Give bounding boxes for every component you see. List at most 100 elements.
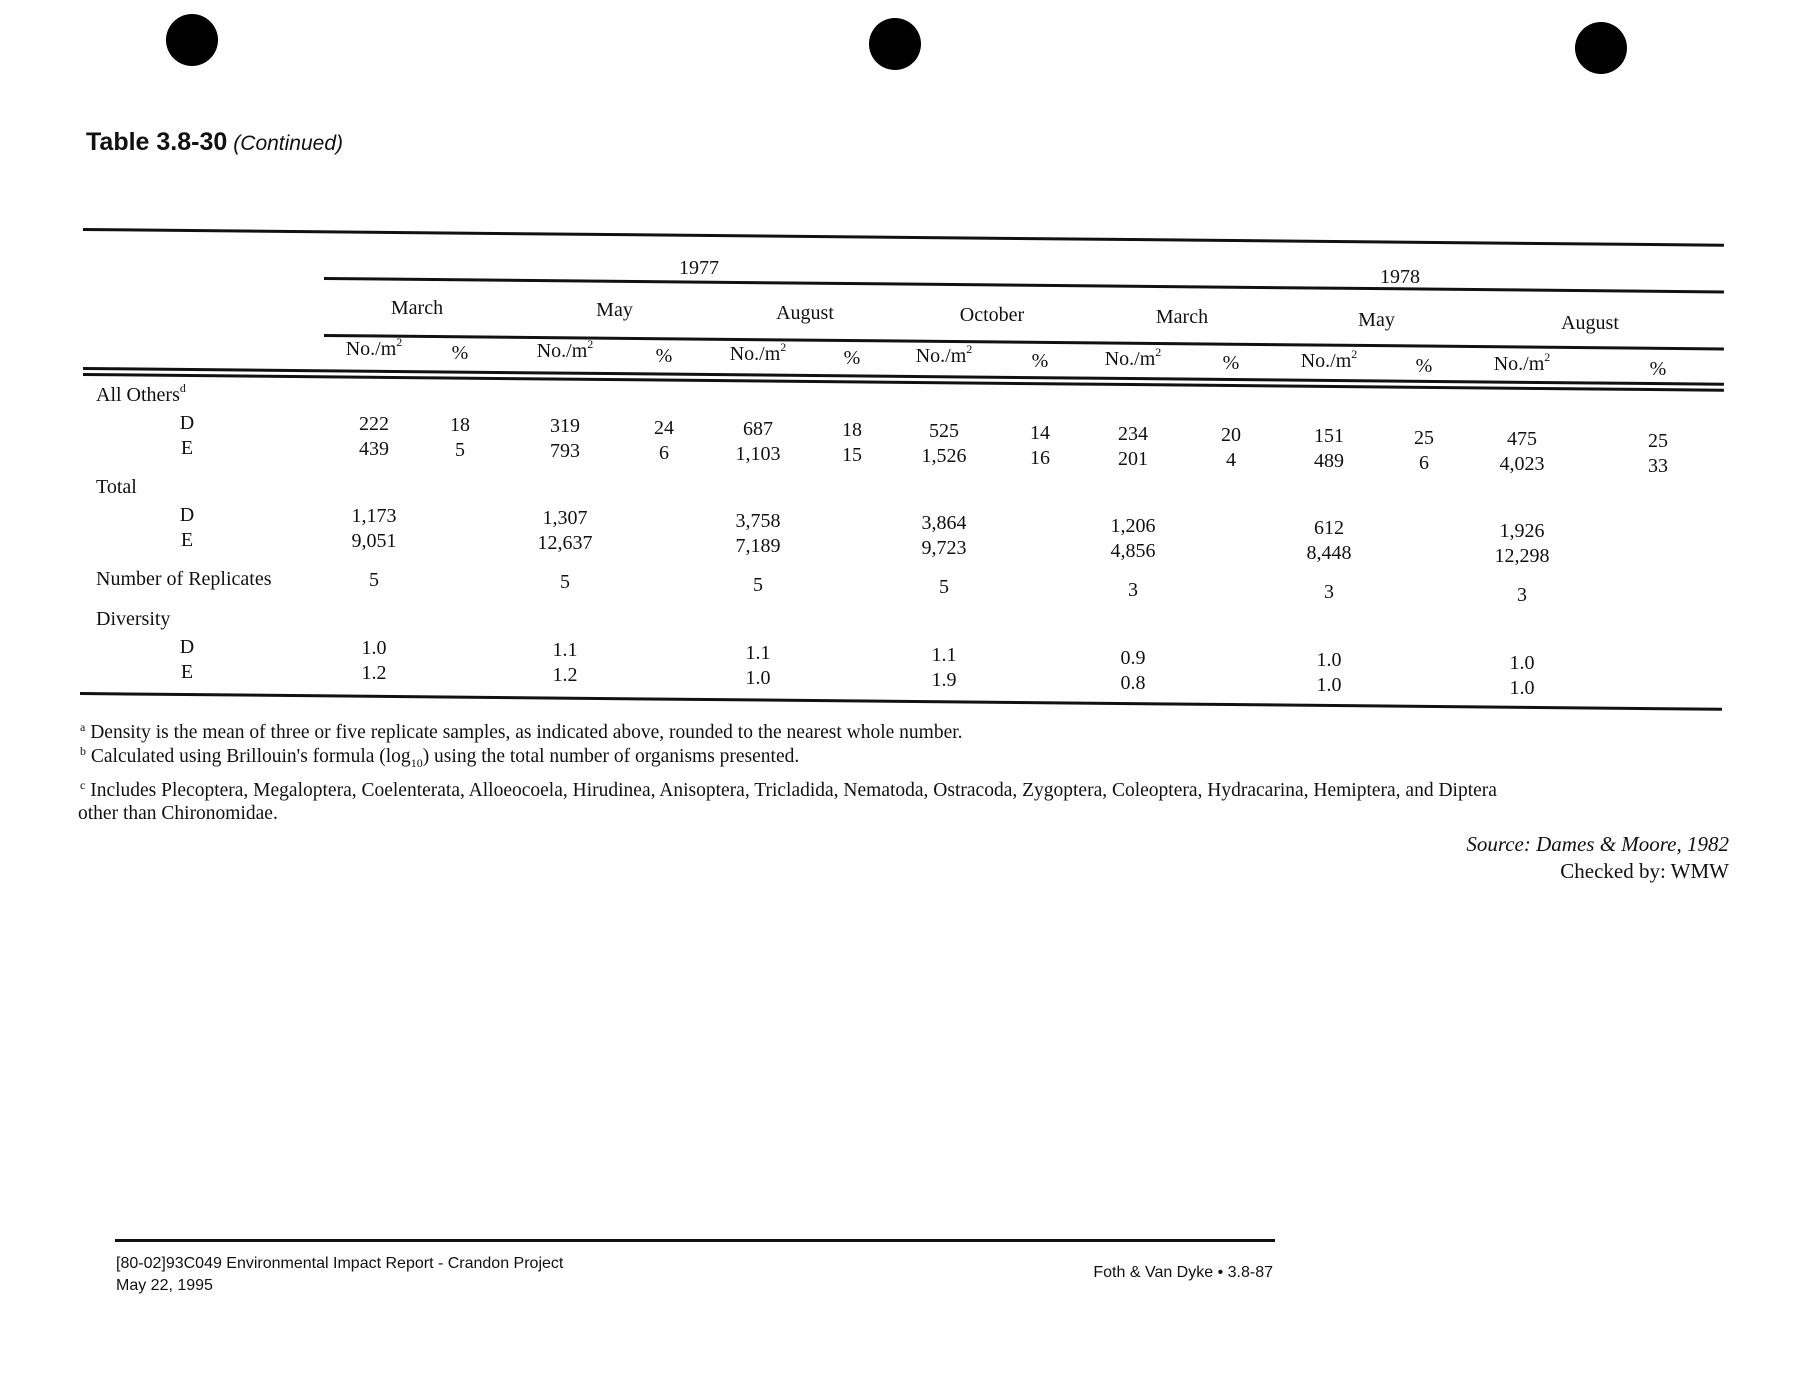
row-label: E (180, 529, 194, 551)
unit-superscript: 2 (966, 342, 973, 357)
table-cell: 4,856 (1110, 539, 1156, 562)
unit-header: No./m2 (915, 342, 973, 368)
percent-header: % (1031, 349, 1049, 372)
footnote-text: Density is the mean of three or five rep… (90, 722, 963, 743)
unit-header: No./m2 (1493, 349, 1551, 375)
row-group-label: Diversity (96, 608, 171, 630)
table-cell: 1.0 (361, 636, 387, 659)
punch-hole (166, 14, 218, 66)
table-cell-percent: 25 (1414, 426, 1434, 449)
source-note: Source: Dames & Moore, 1982 (1466, 832, 1729, 856)
table-cell: 1.9 (931, 669, 957, 692)
table-cell-percent: 15 (842, 444, 862, 467)
row-label: D (179, 636, 195, 658)
month-header: August (776, 301, 834, 324)
footnote-a: a Density is the mean of three or five r… (80, 720, 963, 744)
table-cell: 8,448 (1306, 542, 1352, 565)
table-cell: 5 (753, 573, 763, 596)
bottom-rule (79, 692, 1722, 711)
table-cell-percent: 16 (1030, 446, 1050, 469)
table-cell-percent: 33 (1648, 454, 1668, 477)
month-header: March (390, 296, 444, 319)
percent-header: % (451, 342, 469, 365)
table-cell: 0.9 (1120, 646, 1146, 669)
footnote-b: b Calculated using Brillouin's formula (… (80, 744, 799, 771)
table-cell: 201 (1118, 447, 1148, 470)
table-cell: 1.0 (1509, 676, 1535, 699)
table-cell: 1.0 (1316, 649, 1342, 672)
footnote-mark: c (80, 778, 86, 792)
table-cell-percent: 6 (1419, 451, 1429, 474)
unit-superscript: 2 (1351, 347, 1358, 362)
percent-header: % (843, 347, 861, 370)
table-cell: 151 (1314, 425, 1344, 448)
footnote-subscript: 10 (410, 755, 423, 770)
table-cell: 489 (1314, 450, 1344, 473)
table-cell: 3 (1324, 581, 1334, 604)
unit-superscript: 2 (1544, 349, 1551, 364)
month-header: May (596, 299, 633, 322)
table-cell: 3,758 (735, 509, 781, 532)
unit-header: No./m2 (729, 339, 787, 365)
percent-header: % (1415, 354, 1433, 377)
table-cell: 1,103 (735, 442, 781, 465)
month-divider (323, 334, 1724, 351)
table-cell: 9,723 (921, 537, 967, 560)
percent-header: % (1649, 357, 1667, 380)
unit-header: No./m2 (345, 334, 403, 360)
table-cell-percent: 25 (1648, 429, 1668, 452)
unit-superscript: 2 (780, 339, 787, 354)
month-header: August (1561, 311, 1619, 334)
table-cell: 0.8 (1120, 671, 1146, 694)
table-cell: 793 (550, 440, 580, 463)
table-cell: 1,526 (921, 445, 967, 468)
unit-superscript: 2 (396, 334, 403, 349)
table-cell: 4,023 (1499, 452, 1545, 475)
table-cell-percent: 18 (450, 414, 470, 437)
footer-page: Foth & Van Dyke • 3.8-87 (1093, 1264, 1273, 1281)
table-cell: 1.0 (745, 666, 771, 689)
punch-hole (1575, 22, 1627, 74)
footnote-marker: d (179, 381, 186, 395)
table-cell: 319 (550, 415, 580, 438)
table-title: Table 3.8-30 (Continued) (86, 128, 343, 157)
table-cell: 687 (743, 417, 773, 440)
table-cell: 1,173 (351, 504, 397, 527)
top-rule (82, 228, 1724, 247)
table-cell: 5 (939, 576, 949, 599)
table-cell: 7,189 (735, 534, 781, 557)
table-cell-percent: 24 (654, 416, 674, 439)
month-header: October (959, 303, 1025, 326)
table-cell: 1.0 (1509, 651, 1535, 674)
table-cell-percent: 14 (1030, 421, 1050, 444)
footer-divider (115, 1239, 1275, 1242)
table-cell-percent: 6 (659, 441, 669, 464)
table-cell-percent: 18 (842, 419, 862, 442)
footer-doc-id: [80-02]93C049 Environmental Impact Repor… (116, 1255, 564, 1272)
unit-superscript: 2 (587, 337, 594, 352)
table-cell: 525 (929, 420, 959, 443)
year-divider (323, 277, 1724, 294)
row-label: E (180, 437, 194, 459)
table-cell: 1.1 (931, 644, 957, 667)
row-group-label: All Othersd (96, 381, 186, 406)
row-group-label: Number of Replicates (96, 568, 272, 590)
year-header: 1978 (1380, 266, 1420, 289)
table-cell: 9,051 (351, 529, 397, 552)
title-text: Table 3.8-30 (86, 128, 228, 156)
month-header: March (1155, 306, 1209, 329)
footnote-c-continued: other than Chironomidae. (78, 803, 278, 824)
punch-hole (869, 18, 921, 70)
table-cell: 3 (1128, 578, 1138, 601)
checked-by: Checked by: WMW (1560, 859, 1729, 883)
footnote-text: Calculated using Brillouin's formula (lo… (90, 746, 411, 767)
table-cell: 612 (1314, 517, 1344, 540)
unit-header: No./m2 (1104, 344, 1162, 370)
title-continued: (Continued) (233, 132, 344, 155)
table-cell: 1,206 (1110, 514, 1156, 537)
unit-header: No./m2 (1300, 347, 1358, 373)
table-cell: 3,864 (921, 512, 967, 535)
table-cell: 222 (359, 412, 389, 435)
table-cell: 234 (1118, 422, 1148, 445)
row-label: E (180, 661, 194, 683)
